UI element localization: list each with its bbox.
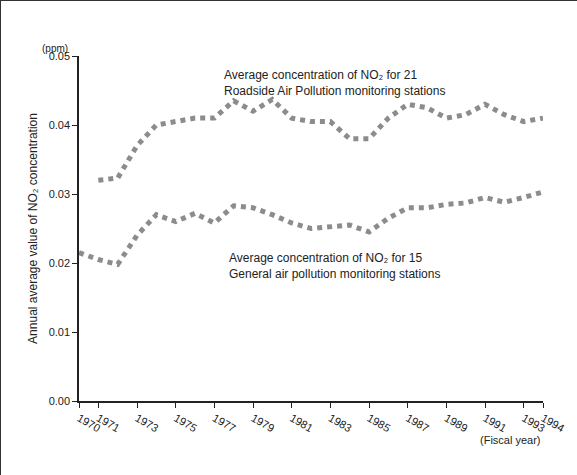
- svg-text:1970: 1970: [75, 412, 102, 435]
- svg-text:Average concentration of NO₂ f: Average concentration of NO₂ for 15Gener…: [229, 251, 440, 281]
- svg-text:1975: 1975: [172, 412, 199, 435]
- svg-text:0.04: 0.04: [49, 119, 70, 131]
- svg-text:1985: 1985: [365, 412, 392, 435]
- svg-text:(ppm): (ppm): [42, 43, 68, 54]
- svg-text:1977: 1977: [211, 412, 238, 435]
- svg-text:0.01: 0.01: [49, 326, 70, 338]
- svg-text:0.00: 0.00: [49, 395, 70, 407]
- svg-text:1979: 1979: [249, 412, 276, 435]
- svg-text:0.05: 0.05: [49, 50, 70, 62]
- svg-text:1973: 1973: [133, 412, 160, 435]
- svg-text:0.02: 0.02: [49, 257, 70, 269]
- svg-text:Average concentration of NO₂ f: Average concentration of NO₂ for 21Roads…: [224, 68, 445, 98]
- svg-text:0.03: 0.03: [49, 188, 70, 200]
- svg-text:1981: 1981: [288, 412, 315, 435]
- svg-text:1971: 1971: [95, 412, 122, 435]
- svg-text:1983: 1983: [327, 412, 354, 435]
- svg-text:Annual average value of NO₂ co: Annual average value of NO₂ concentratio…: [26, 113, 40, 344]
- svg-text:(Fiscal year): (Fiscal year): [480, 434, 541, 446]
- svg-text:1994: 1994: [539, 412, 566, 435]
- svg-text:1993: 1993: [520, 412, 547, 435]
- svg-text:1989: 1989: [443, 412, 470, 435]
- svg-text:1991: 1991: [481, 412, 508, 435]
- svg-text:1987: 1987: [404, 412, 431, 435]
